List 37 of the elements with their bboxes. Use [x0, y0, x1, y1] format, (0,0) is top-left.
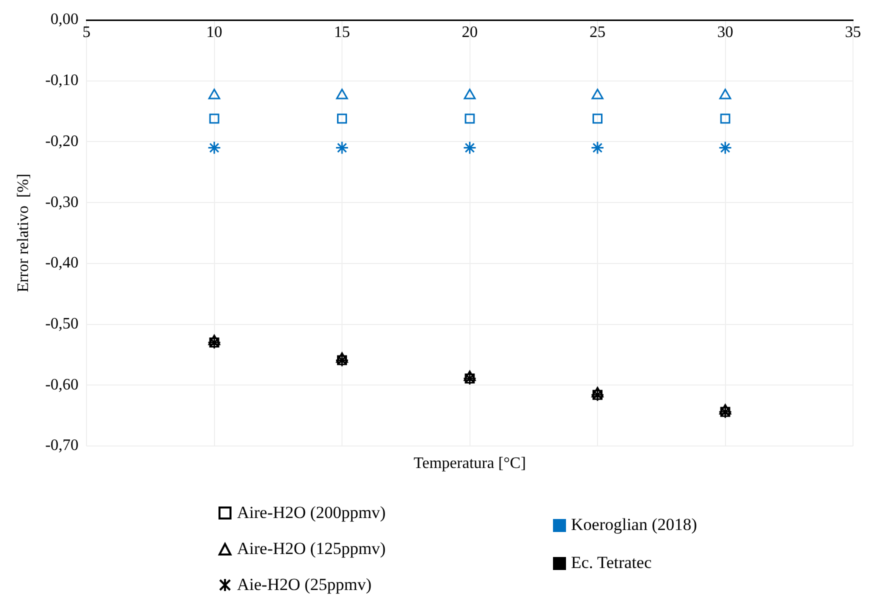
- legend-label: Aire-H2O (200ppmv): [237, 503, 386, 523]
- point: [719, 404, 732, 414]
- x-tick-label: 10: [206, 24, 222, 41]
- point: [208, 141, 222, 155]
- x-tick-label: 20: [462, 24, 478, 41]
- y-axis-title: Error relativo [%]: [14, 174, 32, 292]
- x-tick-label: 5: [82, 24, 91, 41]
- point: [592, 114, 602, 124]
- legend-label: Aire-H2O (125ppmv): [237, 539, 386, 559]
- x-tick-label: 25: [590, 24, 606, 41]
- point: [718, 141, 732, 155]
- point: [463, 141, 477, 155]
- x-tick-label: 30: [717, 24, 734, 41]
- point: [590, 141, 604, 155]
- point: [337, 114, 348, 124]
- point: [464, 114, 475, 124]
- y-tick-label: -0,50: [45, 315, 79, 332]
- y-tick-label: -0,10: [45, 72, 79, 90]
- legend-label: Aie-H2O (25ppmv): [237, 575, 372, 595]
- y-tick-label: -0,20: [45, 132, 79, 150]
- point: [720, 114, 730, 124]
- y-tick-label: -0,60: [45, 376, 79, 394]
- point: [208, 334, 220, 346]
- text: Koeroglian (2018): [571, 515, 698, 535]
- x-tick-label: 35: [845, 24, 861, 41]
- point: [335, 141, 349, 155]
- point: [464, 370, 476, 381]
- x-tick-label: 15: [334, 24, 350, 41]
- point: [209, 114, 220, 124]
- y-tick-label: -0,70: [45, 437, 79, 454]
- text: Ec. Tetratec: [571, 553, 652, 573]
- y-tick-label: -0,30: [45, 194, 79, 211]
- x-axis-title: Temperatura [°C]: [414, 455, 526, 472]
- point: [592, 386, 604, 398]
- y-tick-label: -0,40: [45, 254, 79, 272]
- point: [336, 352, 348, 363]
- y-tick-label: 0,00: [50, 11, 79, 28]
